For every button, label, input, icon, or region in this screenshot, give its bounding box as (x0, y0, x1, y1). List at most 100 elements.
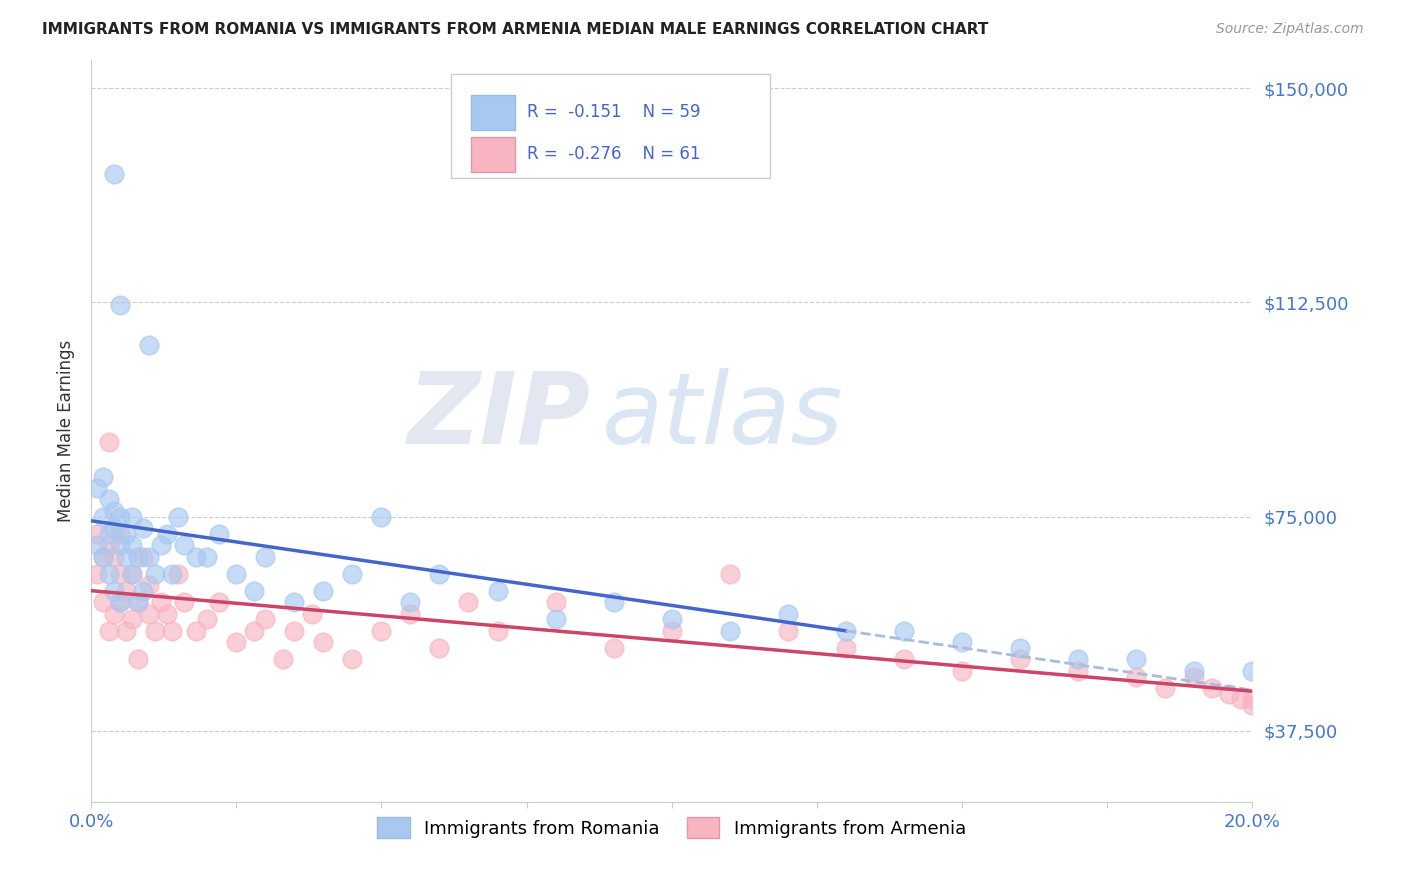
Point (156, 607, 179, 621)
Point (1125, 652, 1147, 666)
Point (149, 538, 172, 552)
Point (127, 595, 149, 609)
Bar (471, 95, 515, 130)
Point (429, 566, 451, 581)
Point (1067, 664, 1090, 678)
FancyBboxPatch shape (451, 74, 770, 178)
Point (127, 595, 149, 609)
Point (342, 652, 364, 666)
Point (283, 595, 305, 609)
Point (225, 566, 247, 581)
Point (429, 640, 451, 655)
Point (1008, 640, 1031, 655)
Point (893, 652, 915, 666)
Point (121, 566, 143, 581)
Point (108, 595, 131, 609)
Point (91, 509, 114, 524)
Point (370, 509, 392, 524)
Point (283, 624, 305, 638)
Text: atlas: atlas (602, 368, 844, 465)
Text: IMMIGRANTS FROM ROMANIA VS IMMIGRANTS FROM ARMENIA MEDIAN MALE EARNINGS CORRELAT: IMMIGRANTS FROM ROMANIA VS IMMIGRANTS FR… (42, 22, 988, 37)
Point (162, 566, 184, 581)
Point (1241, 664, 1264, 678)
Point (1125, 670, 1147, 684)
Legend: Immigrants from Romania, Immigrants from Armenia: Immigrants from Romania, Immigrants from… (370, 810, 973, 846)
Point (97, 435, 120, 450)
Point (97, 566, 120, 581)
Point (718, 624, 741, 638)
Point (97, 538, 120, 552)
Point (115, 549, 138, 564)
Point (486, 624, 509, 638)
Point (312, 635, 335, 649)
Point (103, 521, 125, 535)
Point (835, 640, 858, 655)
Point (370, 624, 392, 638)
Point (132, 583, 155, 598)
Point (108, 566, 131, 581)
Point (254, 612, 277, 626)
Point (103, 607, 125, 621)
Point (91, 549, 114, 564)
Point (173, 595, 195, 609)
Point (115, 526, 138, 541)
Point (1182, 664, 1205, 678)
Point (86, 566, 108, 581)
Point (1218, 687, 1240, 701)
Point (103, 504, 125, 518)
Text: R =  -0.276    N = 61: R = -0.276 N = 61 (527, 145, 700, 163)
Point (893, 624, 915, 638)
Point (167, 566, 190, 581)
Point (173, 538, 195, 552)
Point (108, 526, 131, 541)
Point (91, 469, 114, 483)
Point (121, 612, 143, 626)
Point (108, 298, 131, 312)
Point (195, 612, 218, 626)
Point (184, 624, 207, 638)
Point (121, 538, 143, 552)
Point (457, 595, 479, 609)
Point (149, 595, 172, 609)
Text: R =  -0.151    N = 59: R = -0.151 N = 59 (527, 103, 700, 120)
Point (108, 538, 131, 552)
Point (97, 624, 120, 638)
Point (195, 549, 218, 564)
Point (301, 607, 323, 621)
Point (544, 612, 567, 626)
Point (86, 481, 108, 495)
Point (342, 566, 364, 581)
Point (127, 652, 149, 666)
Point (167, 509, 190, 524)
Point (121, 509, 143, 524)
Point (718, 566, 741, 581)
Point (399, 595, 422, 609)
Point (91, 595, 114, 609)
Point (544, 595, 567, 609)
Point (132, 521, 155, 535)
Point (127, 549, 149, 564)
Point (1008, 652, 1031, 666)
Point (184, 549, 207, 564)
Point (103, 549, 125, 564)
Point (950, 664, 973, 678)
Point (143, 566, 166, 581)
Point (399, 607, 422, 621)
Point (108, 595, 131, 609)
Point (776, 624, 799, 638)
Point (602, 595, 624, 609)
Point (138, 607, 160, 621)
Point (208, 526, 231, 541)
Point (97, 526, 120, 541)
Point (143, 624, 166, 638)
Point (486, 583, 509, 598)
Point (91, 549, 114, 564)
Text: ZIP: ZIP (408, 368, 591, 465)
Point (115, 583, 138, 598)
Point (86, 526, 108, 541)
Point (103, 583, 125, 598)
Point (132, 549, 155, 564)
Point (602, 640, 624, 655)
Point (312, 583, 335, 598)
Point (1154, 681, 1177, 695)
